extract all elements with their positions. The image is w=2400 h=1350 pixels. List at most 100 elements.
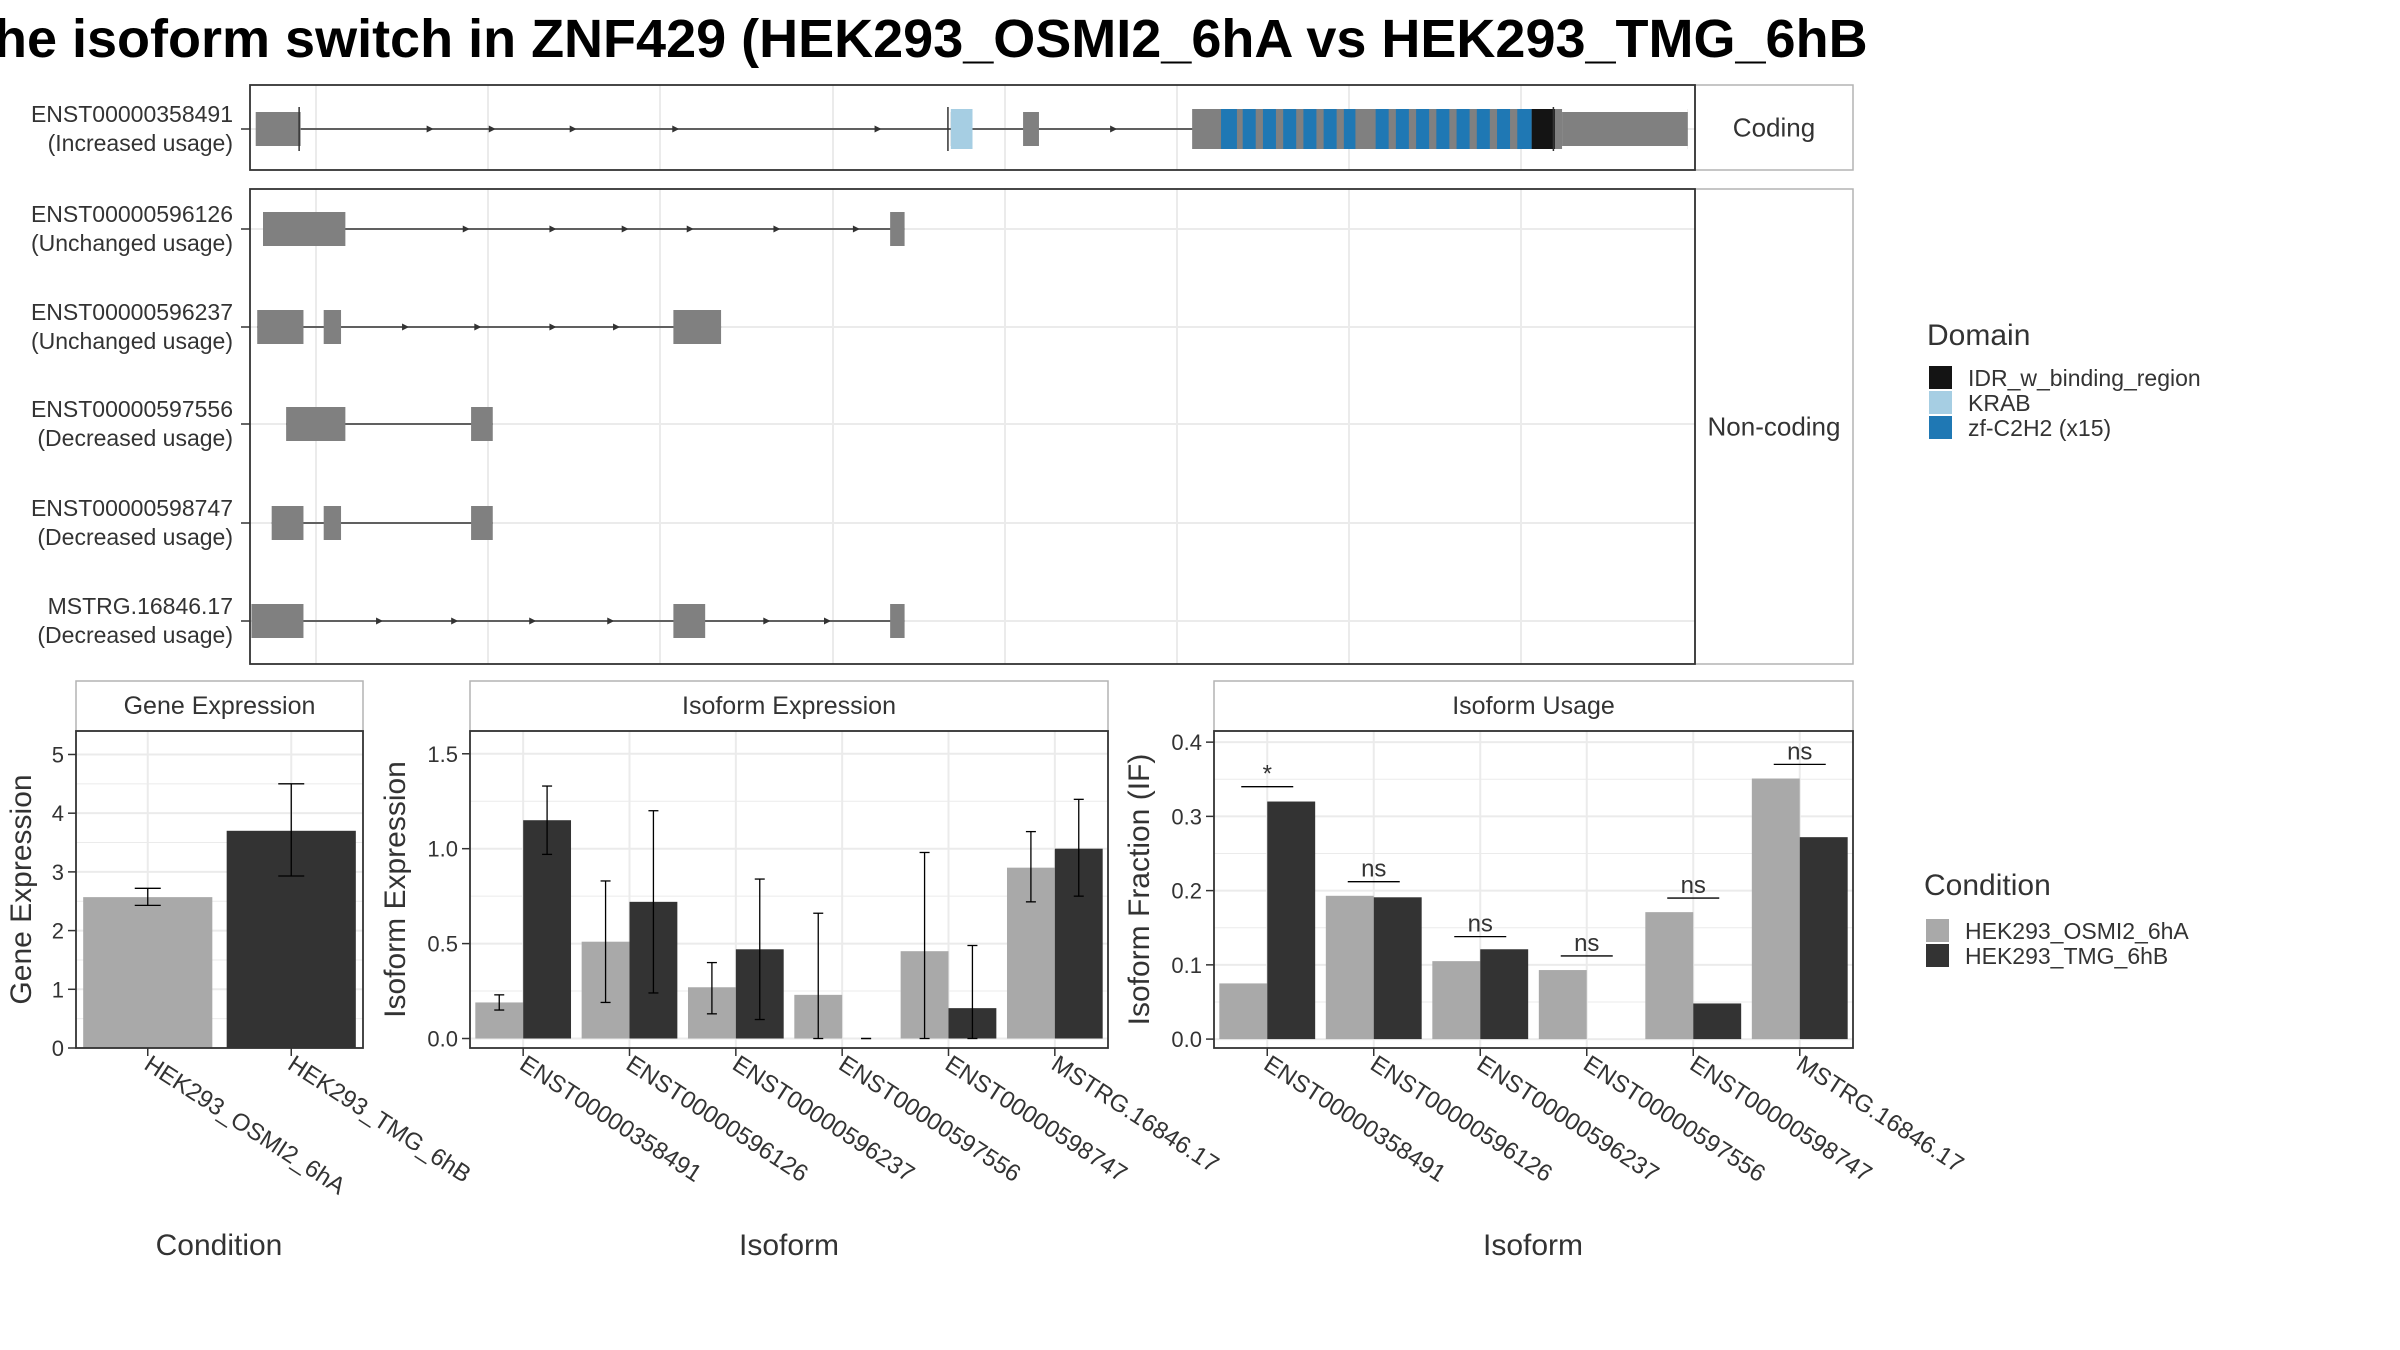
bar bbox=[1645, 912, 1694, 1040]
bar bbox=[1480, 949, 1529, 1040]
bar bbox=[1432, 961, 1481, 1040]
exon bbox=[1023, 112, 1039, 146]
significance-label: ns bbox=[1787, 738, 1812, 765]
y-tick-label: 2 bbox=[52, 919, 64, 944]
protein-domain-zf-c2h2 bbox=[1375, 109, 1389, 149]
chart-panel-isoform-expression: Isoform Expression 0.0 0.5 1.0 1.5 ENST000003… bbox=[379, 680, 1224, 1262]
transcript-usage-label: (Unchanged usage) bbox=[31, 230, 233, 256]
protein-domain-zf-c2h2 bbox=[1395, 109, 1409, 149]
y-tick-label: 0.0 bbox=[427, 1027, 458, 1052]
transcript-id-label: ENST00000596237 bbox=[31, 299, 233, 325]
domain-legend-title: Domain bbox=[1927, 319, 2030, 352]
plot-background bbox=[470, 731, 1108, 1048]
x-tick-label: ENST00000596237 bbox=[1472, 1050, 1664, 1187]
strand-arrow bbox=[607, 617, 615, 625]
exon bbox=[257, 310, 304, 344]
bar bbox=[1325, 895, 1374, 1040]
exon bbox=[890, 212, 905, 246]
strand-arrow bbox=[376, 617, 384, 625]
exon bbox=[271, 506, 304, 540]
strand-arrow bbox=[426, 125, 434, 133]
domain-legend-label: IDR_w_binding_region bbox=[1968, 365, 2201, 391]
y-axis-title: Gene Expression bbox=[5, 774, 38, 1004]
strand-arrow bbox=[621, 225, 629, 233]
x-tick-label: ENST00000358491 bbox=[1259, 1050, 1451, 1187]
facet-strip bbox=[1694, 84, 1854, 171]
strand-arrow bbox=[529, 617, 537, 625]
strand-arrow bbox=[874, 125, 882, 133]
strand-arrow bbox=[549, 323, 557, 331]
y-axis-title: Isoform Expression bbox=[379, 761, 412, 1018]
y-tick-label: 3 bbox=[52, 860, 64, 885]
strand-arrow bbox=[824, 617, 831, 625]
domain-legend-label: KRAB bbox=[1968, 390, 2031, 416]
x-tick-label: ENST00000596126 bbox=[1365, 1050, 1557, 1187]
transcript-panel-border bbox=[249, 84, 1696, 171]
y-tick-label: 0 bbox=[52, 1036, 64, 1061]
exon bbox=[890, 604, 905, 638]
chart-title-strip bbox=[75, 680, 364, 732]
transcript-usage-label: (Increased usage) bbox=[48, 130, 233, 156]
strand-arrow bbox=[773, 225, 781, 233]
protein-domain-zf-c2h2 bbox=[1497, 109, 1511, 149]
chart-title-strip bbox=[1213, 680, 1854, 732]
domain-legend-key bbox=[1929, 416, 1952, 439]
strand-arrow bbox=[852, 225, 860, 233]
bar bbox=[1219, 983, 1268, 1040]
chart-title: Isoform Expression bbox=[682, 692, 896, 720]
protein-domain-zf-c2h2 bbox=[1517, 109, 1532, 149]
condition-legend-label: HEK293_OSMI2_6hA bbox=[1965, 918, 2189, 944]
strand-arrow bbox=[763, 617, 771, 625]
protein-domain-zf-c2h2 bbox=[1476, 109, 1490, 149]
exon bbox=[673, 310, 722, 344]
protein-domain-zf-c2h2 bbox=[1343, 109, 1356, 149]
exon bbox=[471, 506, 493, 540]
x-axis-title: Condition bbox=[156, 1229, 283, 1262]
protein-domain-zf-c2h2 bbox=[1323, 109, 1337, 149]
bar bbox=[83, 897, 213, 1048]
exon bbox=[251, 604, 304, 638]
expression-charts: Gene Expression012345HEK293_OSMI2_6hAHEK… bbox=[5, 680, 1968, 1262]
strand-arrow bbox=[1110, 125, 1118, 133]
bar bbox=[1799, 837, 1848, 1040]
y-tick-label: 0.2 bbox=[1171, 879, 1202, 904]
exon bbox=[263, 212, 346, 246]
strand-arrow bbox=[569, 125, 577, 133]
bar bbox=[1693, 1003, 1742, 1040]
protein-domain-zf-c2h2 bbox=[1436, 109, 1450, 149]
y-tick-label: 1.0 bbox=[427, 837, 458, 862]
x-tick-label: ENST00000596237 bbox=[728, 1050, 920, 1187]
x-tick-label: ENST00000597556 bbox=[1578, 1050, 1770, 1187]
y-tick-label: 0.3 bbox=[1171, 804, 1202, 829]
protein-domain-zf-c2h2 bbox=[1303, 109, 1317, 149]
protein-domain-idr-w-binding-region bbox=[1531, 109, 1555, 149]
strand-arrow bbox=[451, 617, 459, 625]
transcript-id-label: ENST00000596126 bbox=[31, 201, 233, 227]
bar bbox=[1267, 801, 1316, 1040]
chart-panel-gene-expression: Gene Expression012345HEK293_OSMI2_6hAHEK… bbox=[5, 680, 476, 1262]
transcript-id-label: MSTRG.16846.17 bbox=[48, 593, 233, 619]
chart-title-strip bbox=[469, 680, 1109, 732]
significance-label: ns bbox=[1681, 872, 1706, 899]
bar bbox=[523, 820, 572, 1039]
condition-legend-label: HEK293_TMG_6hB bbox=[1965, 943, 2168, 969]
x-tick-label: ENST00000598747 bbox=[940, 1050, 1132, 1187]
bar bbox=[1373, 897, 1422, 1040]
plot-border bbox=[469, 730, 1109, 1049]
transcript-usage-label: (Decreased usage) bbox=[37, 622, 233, 648]
bar bbox=[1538, 970, 1587, 1040]
transcript-id-label: ENST00000358491 bbox=[31, 101, 233, 127]
y-tick-label: 0.1 bbox=[1171, 953, 1202, 978]
facet-strip-label: Non-coding bbox=[1708, 412, 1841, 442]
transcript-usage-label: (Decreased usage) bbox=[37, 524, 233, 550]
transcript-structure-panel: Coding Non-coding ENST00000358491 (Increase… bbox=[31, 84, 1854, 665]
x-axis-title: Isoform bbox=[1483, 1229, 1583, 1262]
y-tick-label: 0.5 bbox=[427, 932, 458, 957]
utr-exon bbox=[1562, 112, 1688, 146]
y-tick-label: 4 bbox=[52, 801, 64, 826]
exon bbox=[673, 604, 706, 638]
significance-label: ns bbox=[1574, 930, 1599, 957]
facet-strip bbox=[1694, 188, 1854, 665]
